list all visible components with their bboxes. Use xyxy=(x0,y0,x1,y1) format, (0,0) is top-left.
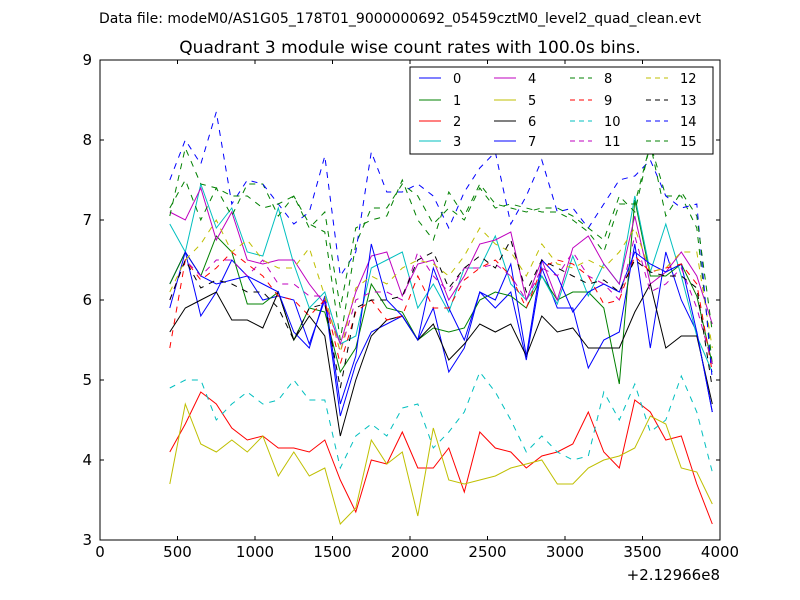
legend-label-13: 13 xyxy=(680,94,697,109)
legend-label-7: 7 xyxy=(528,135,536,150)
figure-suptitle: Data file: modeM0/AS1G05_178T01_90000006… xyxy=(99,11,701,27)
series-line-0 xyxy=(169,243,713,417)
series-line-11 xyxy=(169,234,713,365)
series-line-3 xyxy=(169,182,713,373)
legend-label-14: 14 xyxy=(680,115,697,130)
x-tick-label: 1000 xyxy=(236,543,274,561)
x-tick-label: 500 xyxy=(163,543,192,561)
legend-label-6: 6 xyxy=(528,115,536,130)
y-tick-label: 5 xyxy=(82,371,92,389)
x-axis-offset-label: +2.12966e8 xyxy=(627,566,720,584)
legend-box xyxy=(409,66,714,155)
series-line-9 xyxy=(169,251,713,373)
series-line-13 xyxy=(169,238,713,389)
legend-label-10: 10 xyxy=(604,115,621,130)
x-tick-label: 3500 xyxy=(623,543,661,561)
legend-label-8: 8 xyxy=(604,72,612,87)
series-layer xyxy=(169,111,713,525)
series-line-7 xyxy=(169,243,713,413)
y-tick-label: 7 xyxy=(82,211,92,229)
series-line-15 xyxy=(169,143,713,333)
legend-label-12: 12 xyxy=(680,72,697,87)
y-tick-label: 3 xyxy=(82,531,92,549)
x-tick-label: 0 xyxy=(95,543,105,561)
legend-label-5: 5 xyxy=(528,94,536,109)
legend-label-0: 0 xyxy=(453,72,461,87)
series-line-8 xyxy=(169,142,713,365)
legend-label-1: 1 xyxy=(453,94,461,109)
legend-label-2: 2 xyxy=(453,115,461,130)
x-tick-label: 4000 xyxy=(701,543,739,561)
y-tick-label: 9 xyxy=(82,51,92,69)
series-line-4 xyxy=(169,186,713,346)
series-line-5 xyxy=(169,402,713,525)
series-line-2 xyxy=(169,391,713,525)
legend-label-11: 11 xyxy=(604,135,621,150)
series-line-6 xyxy=(169,282,713,437)
plot-border xyxy=(99,59,721,541)
x-tick-label: 2000 xyxy=(391,543,429,561)
y-tick-label: 8 xyxy=(82,131,92,149)
axis-ticks: 0 500 1000 1500 2000 2500 3000 3500 4000 3 4 5 6 7 8 9 xyxy=(82,51,739,561)
series-line-10 xyxy=(169,370,713,473)
series-line-1 xyxy=(169,199,713,385)
legend-label-9: 9 xyxy=(604,94,612,109)
x-tick-label: 1500 xyxy=(313,543,351,561)
x-tick-label: 2500 xyxy=(468,543,506,561)
legend-label-3: 3 xyxy=(453,135,461,150)
y-tick-label: 4 xyxy=(82,451,92,469)
x-tick-label: 3000 xyxy=(546,543,584,561)
y-tick-label: 6 xyxy=(82,291,92,309)
chart-title: Quadrant 3 module wise count rates with … xyxy=(179,38,640,58)
legend-label-15: 15 xyxy=(680,135,697,150)
legend-label-4: 4 xyxy=(528,72,536,87)
